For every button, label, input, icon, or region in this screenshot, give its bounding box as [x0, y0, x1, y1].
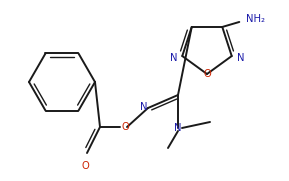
Text: O: O — [81, 161, 89, 171]
Text: N: N — [237, 53, 244, 63]
Text: N: N — [140, 102, 148, 112]
Text: O: O — [122, 122, 130, 132]
Text: O: O — [203, 69, 211, 79]
Text: NH₂: NH₂ — [246, 14, 265, 24]
Text: N: N — [174, 123, 182, 133]
Text: N: N — [170, 53, 177, 63]
